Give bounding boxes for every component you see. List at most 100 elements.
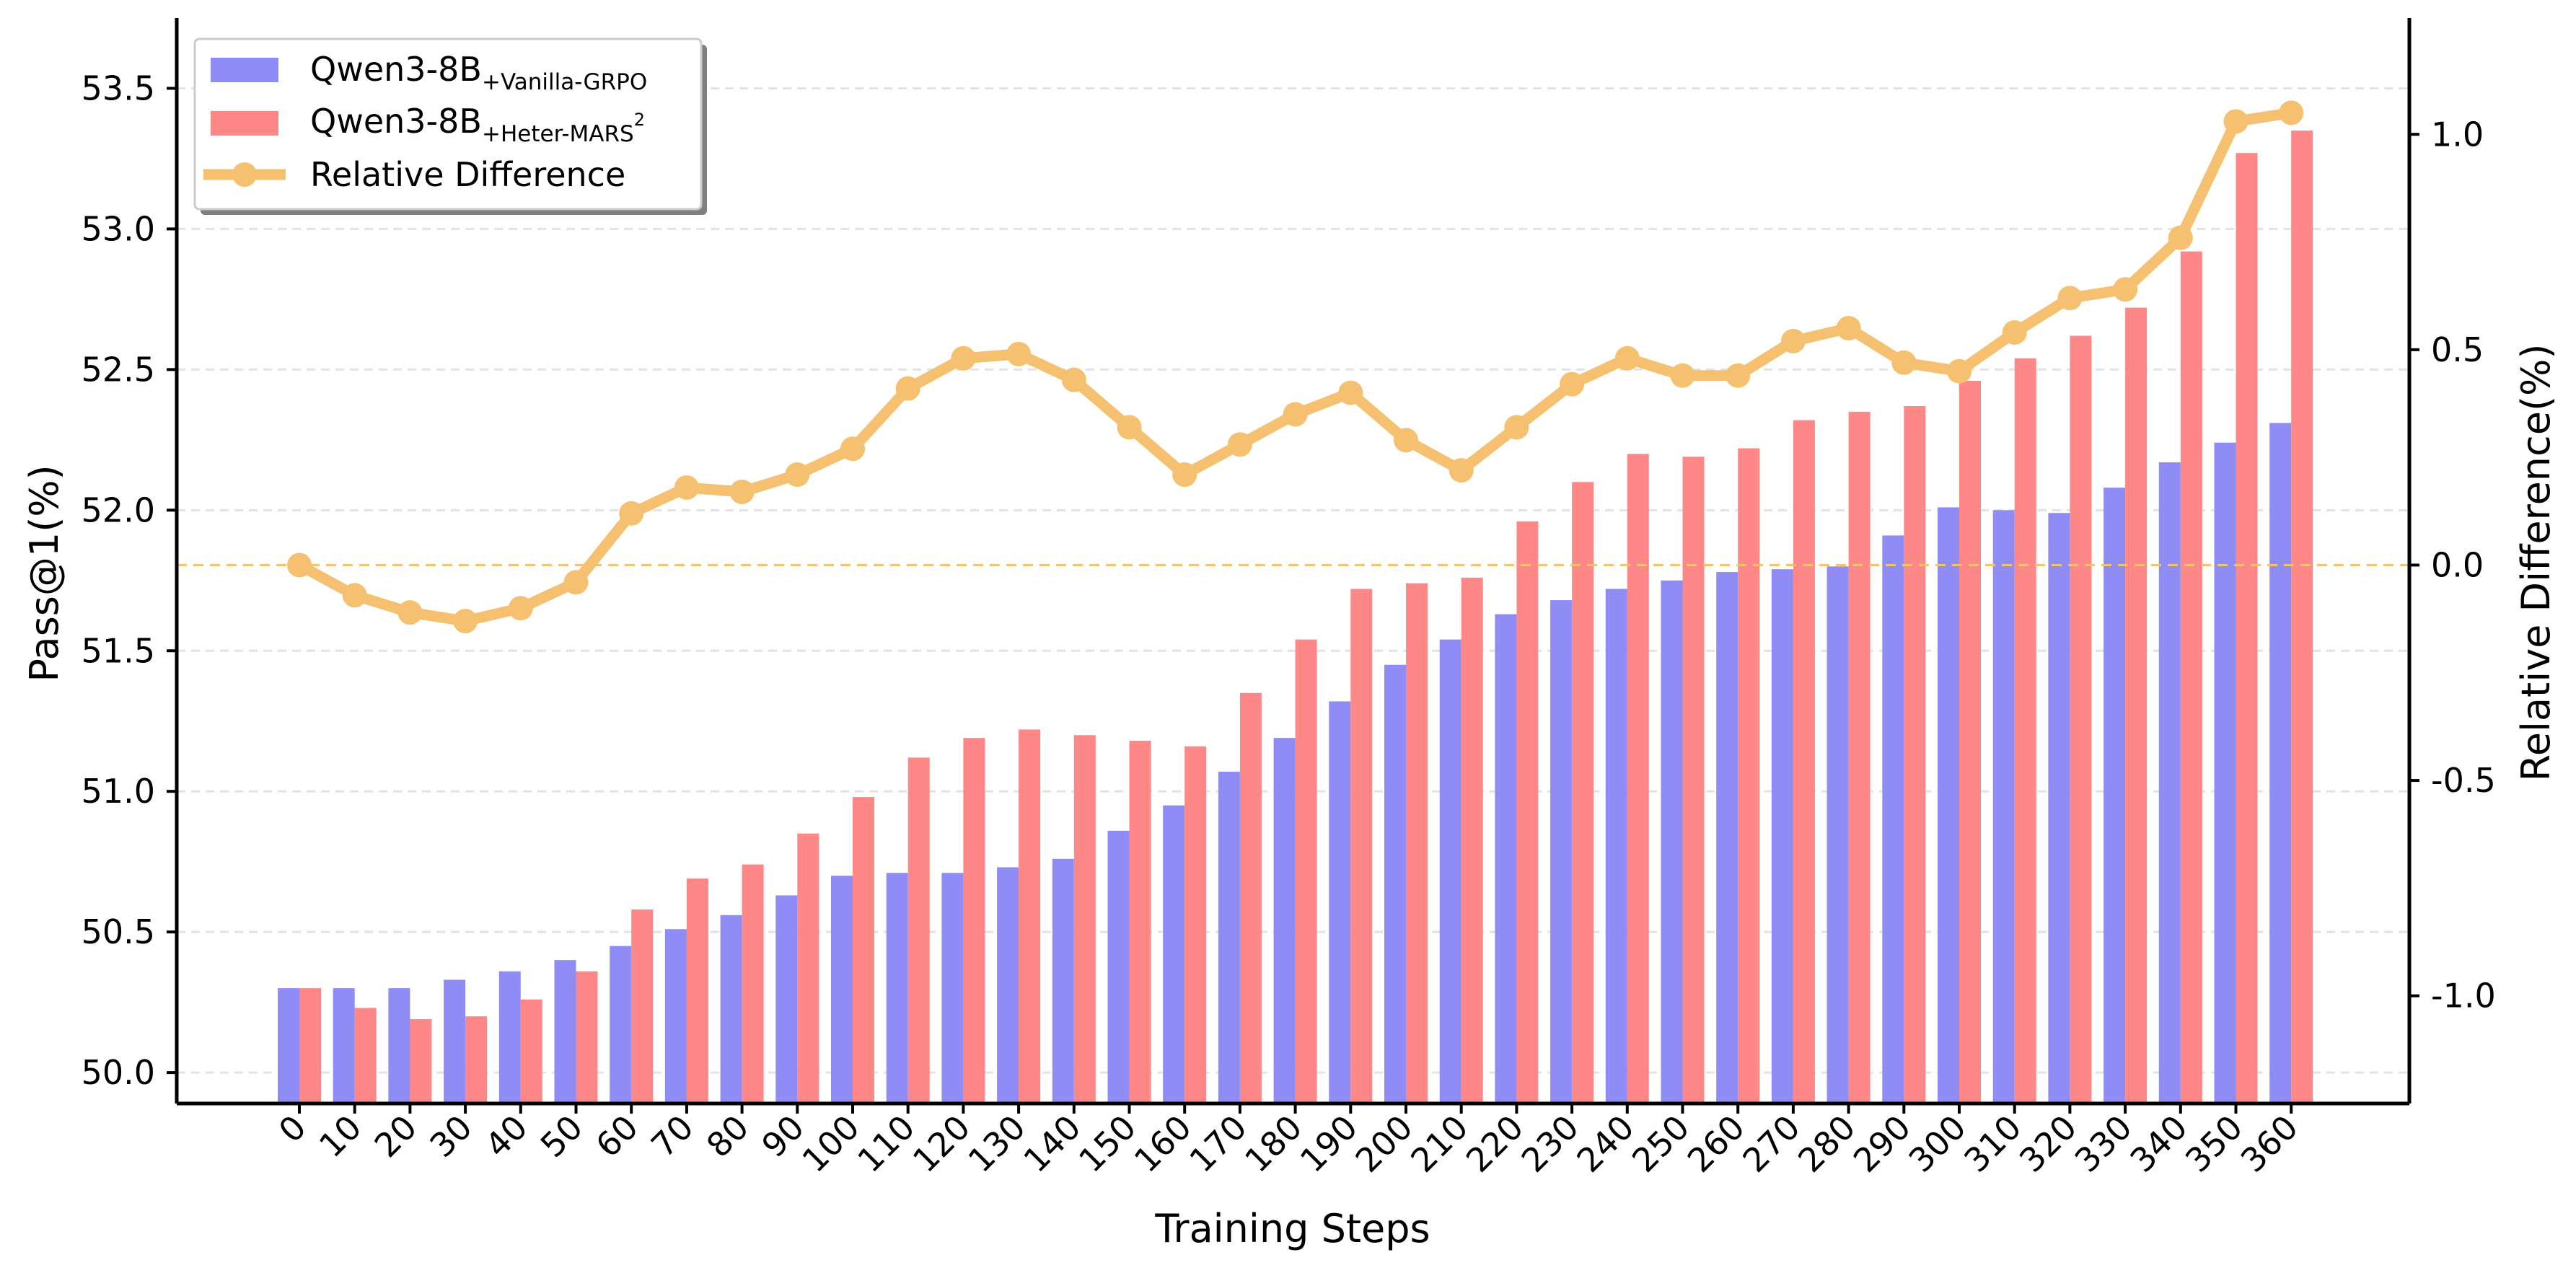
x-tick-label: 110 bbox=[850, 1108, 922, 1180]
relative-difference-point bbox=[1670, 363, 1695, 388]
bar-heter-mars bbox=[2070, 335, 2092, 1104]
x-tick-label: 260 bbox=[1680, 1108, 1752, 1180]
y-tick-label: 51.5 bbox=[82, 631, 155, 670]
y2-tick-label: 0.0 bbox=[2431, 545, 2484, 584]
relative-difference-point bbox=[1947, 358, 1971, 384]
relative-difference-point bbox=[1117, 415, 1142, 440]
relative-difference-point bbox=[1891, 350, 1917, 375]
bar-vanilla-grpo bbox=[333, 988, 355, 1104]
bar-heter-mars bbox=[1848, 411, 1871, 1104]
x-tick-label: 340 bbox=[2122, 1108, 2194, 1180]
x-tick-label: 280 bbox=[1790, 1108, 1863, 1180]
relative-difference-point bbox=[1394, 428, 1418, 453]
y-tick-label: 51.0 bbox=[82, 772, 155, 811]
bar-vanilla-grpo bbox=[498, 971, 521, 1104]
x-tick-label: 80 bbox=[699, 1108, 757, 1166]
bar-heter-mars bbox=[299, 988, 321, 1104]
y2-tick-label: -0.5 bbox=[2431, 761, 2496, 800]
x-tick-label: 220 bbox=[1459, 1108, 1531, 1180]
x-tick-label: 30 bbox=[422, 1108, 480, 1166]
y-tick-label: 50.5 bbox=[82, 912, 155, 951]
y-tick-label: 53.0 bbox=[82, 209, 155, 248]
legend-swatch-heter bbox=[211, 111, 278, 136]
x-tick-label: 70 bbox=[643, 1108, 701, 1166]
legend-label-heter: Qwen3-8B+Heter-MARS2 bbox=[310, 102, 645, 147]
x-tick-label: 0 bbox=[271, 1108, 314, 1150]
y-tick-label: 50.0 bbox=[82, 1053, 155, 1092]
bar-heter-mars bbox=[1793, 420, 1815, 1104]
relative-difference-point bbox=[1283, 402, 1308, 427]
relative-difference-line bbox=[287, 100, 2304, 634]
legend-box bbox=[193, 38, 703, 211]
x-tick-label: 350 bbox=[2178, 1108, 2250, 1180]
bar-heter-mars bbox=[1073, 735, 1096, 1104]
relative-difference-point bbox=[1780, 328, 1806, 353]
relative-difference-point bbox=[1227, 432, 1252, 457]
x-axis-label: Training Steps bbox=[1154, 1206, 1430, 1251]
relative-difference-point bbox=[729, 479, 755, 504]
relative-difference-point bbox=[1560, 371, 1585, 397]
x-tick-label: 40 bbox=[478, 1108, 535, 1166]
bar-vanilla-grpo bbox=[1439, 639, 1461, 1104]
bar-heter-mars bbox=[1738, 448, 1760, 1104]
bar-heter-mars bbox=[907, 757, 930, 1104]
bar-heter-mars bbox=[1019, 729, 1041, 1104]
bar-vanilla-grpo bbox=[1992, 510, 2015, 1104]
bar-vanilla-grpo bbox=[1771, 569, 1793, 1104]
x-tick-label: 290 bbox=[1846, 1108, 1918, 1180]
y-tick-label: 52.0 bbox=[82, 490, 155, 529]
bar-vanilla-grpo bbox=[2104, 488, 2126, 1104]
bar-vanilla-grpo bbox=[1163, 805, 1185, 1104]
bar-vanilla-grpo bbox=[554, 960, 576, 1104]
bar-vanilla-grpo bbox=[2269, 423, 2292, 1104]
x-tick-label: 140 bbox=[1016, 1108, 1088, 1180]
bar-heter-mars bbox=[853, 797, 874, 1104]
x-tick-label: 270 bbox=[1735, 1108, 1807, 1180]
bar-heter-mars bbox=[1959, 380, 1981, 1104]
relative-difference-point bbox=[563, 570, 589, 595]
relative-difference-point bbox=[2113, 277, 2138, 302]
x-tick-label: 150 bbox=[1071, 1108, 1143, 1180]
relative-difference-point bbox=[1726, 363, 1751, 388]
bar-vanilla-grpo bbox=[886, 873, 908, 1104]
relative-difference-point bbox=[951, 345, 976, 371]
relative-difference-point bbox=[1061, 367, 1086, 392]
bar-heter-mars bbox=[1627, 454, 1649, 1104]
relative-difference-point bbox=[1172, 462, 1197, 488]
legend-label-reldiff: Relative Difference bbox=[310, 155, 625, 194]
x-tick-label: 230 bbox=[1514, 1108, 1586, 1180]
bar-vanilla-grpo bbox=[1882, 535, 1904, 1104]
x-tick-label: 330 bbox=[2067, 1108, 2140, 1180]
relative-difference-point bbox=[1338, 380, 1363, 405]
bar-heter-mars bbox=[1350, 589, 1373, 1104]
axes bbox=[175, 18, 2412, 1106]
bar-vanilla-grpo bbox=[278, 988, 299, 1104]
bar-heter-mars bbox=[742, 864, 764, 1104]
bar-heter-mars bbox=[1184, 746, 1207, 1104]
bar-heter-mars bbox=[410, 1019, 432, 1104]
legend-label-vanilla: Qwen3-8B+Vanilla-GRPO bbox=[310, 50, 647, 95]
x-tick-label: 190 bbox=[1293, 1108, 1365, 1180]
bar-heter-mars bbox=[576, 971, 598, 1104]
bar-vanilla-grpo bbox=[941, 873, 964, 1104]
bars bbox=[278, 130, 2313, 1104]
relative-difference-point bbox=[1504, 415, 1529, 440]
bar-heter-mars bbox=[2236, 153, 2258, 1104]
relative-difference-point bbox=[342, 583, 367, 608]
relative-difference-point bbox=[840, 436, 865, 462]
x-tick-label: 180 bbox=[1237, 1108, 1309, 1180]
x-tick-label: 170 bbox=[1182, 1108, 1254, 1180]
relative-difference-point bbox=[1836, 316, 1861, 340]
relative-difference-point bbox=[2223, 109, 2248, 134]
bar-heter-mars bbox=[963, 738, 985, 1104]
x-tick-label: 50 bbox=[533, 1108, 591, 1166]
x-tick-label: 20 bbox=[367, 1108, 425, 1166]
x-tick-label: 320 bbox=[2012, 1108, 2084, 1180]
bar-heter-mars bbox=[686, 878, 708, 1104]
relative-difference-point bbox=[2057, 286, 2083, 311]
y-axis-label: Pass@1(%) bbox=[22, 464, 67, 682]
bar-vanilla-grpo bbox=[1495, 614, 1517, 1104]
relative-difference-point bbox=[619, 501, 644, 526]
relative-difference-point bbox=[2168, 225, 2193, 250]
legend-swatch-vanilla bbox=[211, 58, 278, 82]
